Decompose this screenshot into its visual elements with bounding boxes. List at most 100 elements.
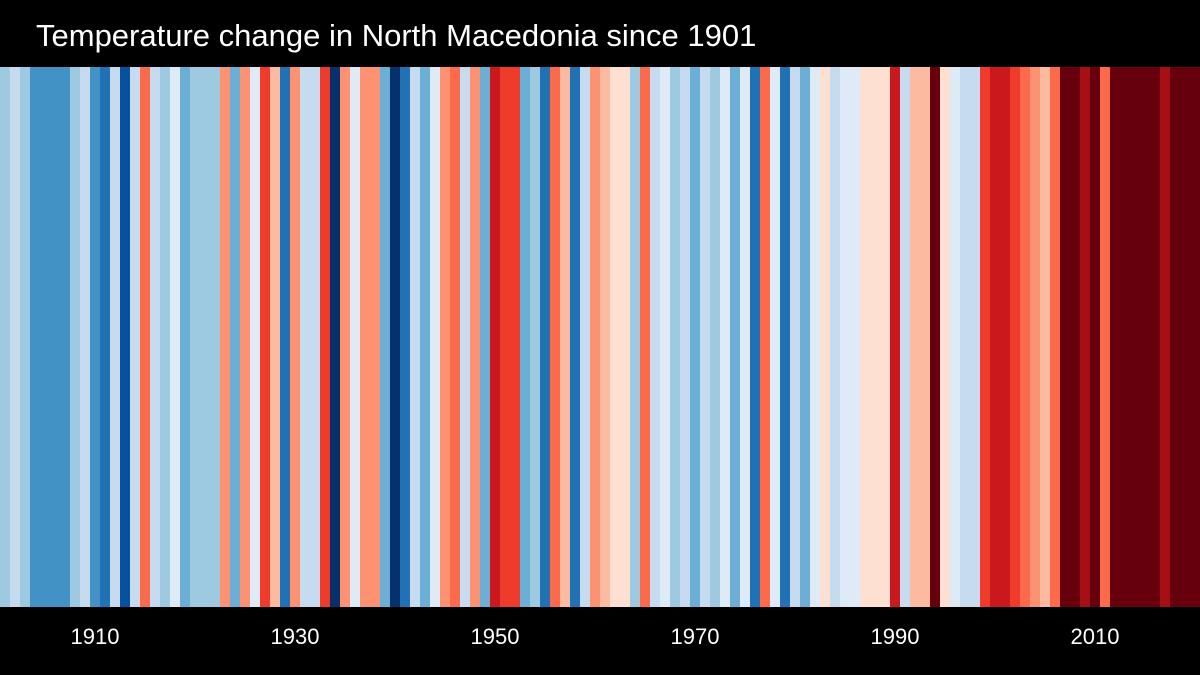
stripe-1979 [780,67,791,607]
stripe-1905 [40,67,51,607]
stripe-2012 [1110,67,1121,607]
stripe-2015 [1140,67,1151,607]
stripe-2007 [1060,67,1071,607]
stripe-1946 [450,67,461,607]
stripe-1985 [840,67,851,607]
stripe-1944 [430,67,441,607]
stripe-1981 [800,67,811,607]
stripe-1903 [20,67,31,607]
stripe-1948 [470,67,481,607]
stripe-1961 [600,67,611,607]
stripe-1901 [0,67,11,607]
stripe-1968 [670,67,681,607]
stripe-1991 [900,67,911,607]
stripe-2010 [1090,67,1101,607]
stripe-1923 [220,67,231,607]
stripe-1978 [770,67,781,607]
stripe-2004 [1030,67,1041,607]
stripe-2016 [1150,67,1161,607]
stripe-1957 [560,67,571,607]
stripe-1983 [820,67,831,607]
stripe-2020 [1190,67,1200,607]
tick-label-1930: 1930 [270,624,320,649]
stripe-1928 [270,67,281,607]
stripe-1993 [920,67,931,607]
stripe-1942 [410,67,421,607]
tick-label-2010: 2010 [1070,624,1120,649]
stripe-1940 [390,67,401,607]
stripe-1956 [550,67,561,607]
stripe-2018 [1170,67,1181,607]
stripe-1930 [290,67,301,607]
stripe-2001 [1000,67,1011,607]
stripe-1906 [50,67,61,607]
stripe-1958 [570,67,581,607]
stripe-1915 [140,67,151,607]
stripe-1974 [730,67,741,607]
stripe-1955 [540,67,551,607]
stripe-1932 [310,67,321,607]
stripe-1953 [520,67,531,607]
stripe-1909 [80,67,91,607]
stripe-2019 [1180,67,1191,607]
stripe-1987 [860,67,871,607]
stripe-1952 [510,67,521,607]
stripe-2003 [1020,67,1031,607]
stripe-2017 [1160,67,1171,607]
stripe-2000 [990,67,1001,607]
stripe-1975 [740,67,751,607]
stripe-1937 [360,67,371,607]
stripe-1919 [180,67,191,607]
tick-label-1950: 1950 [470,624,520,649]
stripe-1998 [970,67,981,607]
stripe-2013 [1120,67,1131,607]
stripe-1927 [260,67,271,607]
stripe-1995 [940,67,951,607]
stripe-1989 [880,67,891,607]
title-bar: Temperature change in North Macedonia si… [0,0,1200,67]
stripe-1939 [380,67,391,607]
stripe-1982 [810,67,821,607]
stripe-1916 [150,67,161,607]
stripe-1908 [70,67,81,607]
stripe-1945 [440,67,451,607]
stripe-1936 [350,67,361,607]
stripe-2002 [1010,67,1021,607]
stripe-1913 [120,67,131,607]
stripe-1902 [10,67,21,607]
stripe-1962 [610,67,621,607]
stripe-1960 [590,67,601,607]
stripe-1933 [320,67,331,607]
stripe-1970 [690,67,701,607]
stripe-1980 [790,67,801,607]
stripe-1914 [130,67,141,607]
stripe-1994 [930,67,941,607]
stripe-1934 [330,67,341,607]
stripe-1941 [400,67,411,607]
stripe-1935 [340,67,351,607]
stripe-1997 [960,67,971,607]
stripe-1949 [480,67,491,607]
warming-stripes [0,67,1200,607]
stripe-2005 [1040,67,1051,607]
stripe-1992 [910,67,921,607]
stripe-1965 [640,67,651,607]
stripe-1943 [420,67,431,607]
stripe-1966 [650,67,661,607]
stripe-1976 [750,67,761,607]
stripe-2009 [1080,67,1091,607]
stripe-1972 [710,67,721,607]
stripe-1925 [240,67,251,607]
stripe-1984 [830,67,841,607]
tick-label-1990: 1990 [870,624,920,649]
stripe-1911 [100,67,111,607]
stripe-2014 [1130,67,1141,607]
stripe-1922 [210,67,221,607]
stripe-1990 [890,67,901,607]
stripe-1967 [660,67,671,607]
stripe-1907 [60,67,71,607]
stripe-1929 [280,67,291,607]
stripe-1986 [850,67,861,607]
stripe-1951 [500,67,511,607]
tick-label-1970: 1970 [670,624,720,649]
